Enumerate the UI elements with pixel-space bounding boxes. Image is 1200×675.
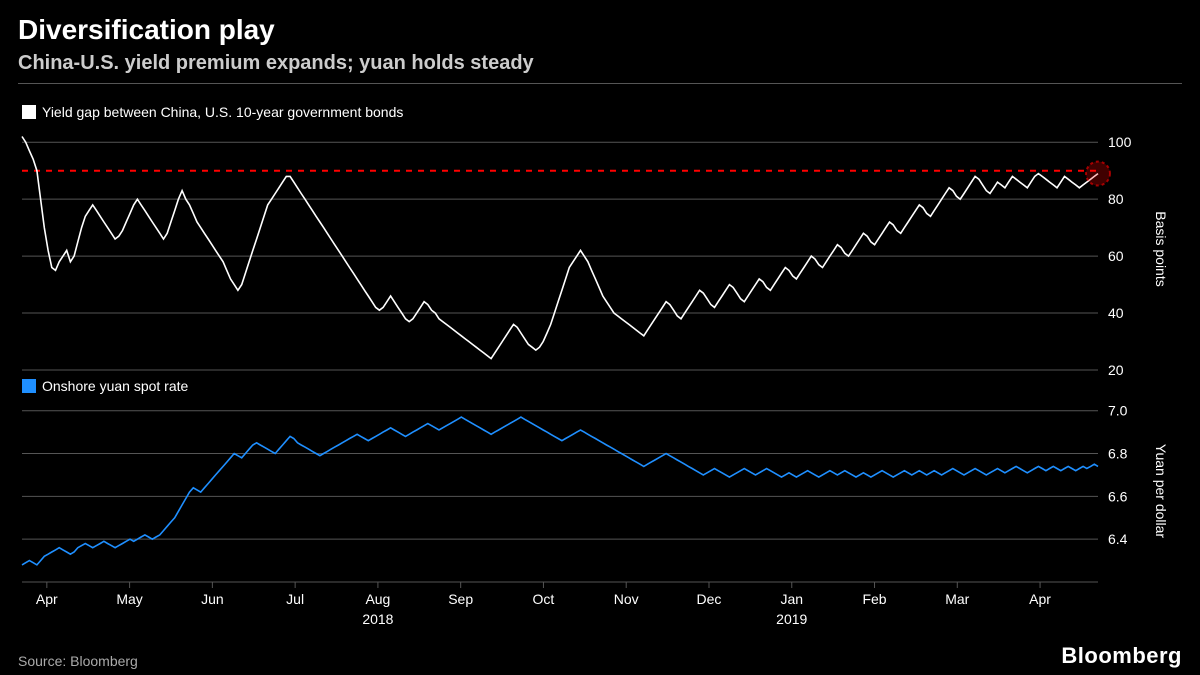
xtick-month: May [116,591,142,607]
ytick-bottom: 6.6 [1108,488,1128,504]
ytick-bottom: 7.0 [1108,403,1128,419]
legend-label-bottom: Onshore yuan spot rate [42,378,188,394]
legend-top: Yield gap between China, U.S. 10-year go… [22,104,403,120]
xtick-month: Apr [1029,591,1051,607]
brand-logo: Bloomberg [1061,643,1182,669]
xtick-month: Aug [365,591,390,607]
legend-swatch-icon [22,105,36,119]
xtick-month: Oct [533,591,555,607]
ytick-bottom: 6.8 [1108,446,1128,462]
xtick-year: 2018 [362,611,393,627]
xtick-month: Mar [945,591,969,607]
xtick-month: Jan [780,591,803,607]
y-axis-title-bottom: Yuan per dollar [1153,444,1169,539]
y-axis-title-top: Basis points [1153,211,1169,286]
legend-bottom: Onshore yuan spot rate [22,378,188,394]
ytick-top: 80 [1108,191,1124,207]
highlight-marker [1086,162,1110,186]
ytick-top: 60 [1108,248,1124,264]
xtick-month: Apr [36,591,58,607]
xtick-month: Sep [448,591,473,607]
ytick-top: 100 [1108,134,1132,150]
series-line-bottom [22,417,1098,565]
xtick-month: Dec [697,591,722,607]
footer: Source: Bloomberg Bloomberg [18,643,1182,669]
ytick-top: 20 [1108,362,1124,378]
xtick-month: Feb [862,591,886,607]
legend-label-top: Yield gap between China, U.S. 10-year go… [42,104,403,120]
xtick-month: Jul [286,591,304,607]
legend-swatch-icon [22,379,36,393]
source-label: Source: Bloomberg [18,653,138,669]
ytick-top: 40 [1108,305,1124,321]
xtick-month: Jun [201,591,224,607]
xtick-month: Nov [614,591,639,607]
ytick-bottom: 6.4 [1108,531,1128,547]
xtick-year: 2019 [776,611,807,627]
